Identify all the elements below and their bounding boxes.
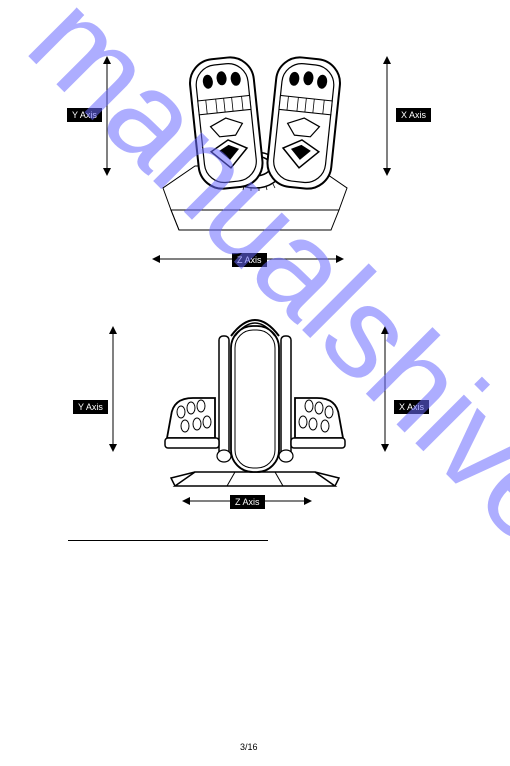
section-divider	[68, 540, 268, 541]
x-axis-label-bottom: X Axis	[394, 400, 429, 414]
y-axis-label-top: Y Axis	[67, 108, 102, 122]
y-axis-indicator-top	[100, 56, 114, 181]
x-axis-indicator-top	[380, 56, 394, 181]
diagram-pedals-top	[135, 40, 375, 240]
z-axis-label-top: Z Axis	[232, 253, 267, 267]
y-axis-label-bottom: Y Axis	[73, 400, 108, 414]
z-axis-label-bottom: Z Axis	[230, 495, 265, 509]
x-axis-label-top: X Axis	[396, 108, 431, 122]
y-axis-indicator-bottom	[106, 326, 120, 457]
page-number: 3/16	[240, 742, 258, 752]
manual-page: manualshive.com	[0, 0, 510, 766]
x-axis-indicator-bottom	[378, 326, 392, 457]
diagram-pedals-rear	[135, 296, 375, 496]
